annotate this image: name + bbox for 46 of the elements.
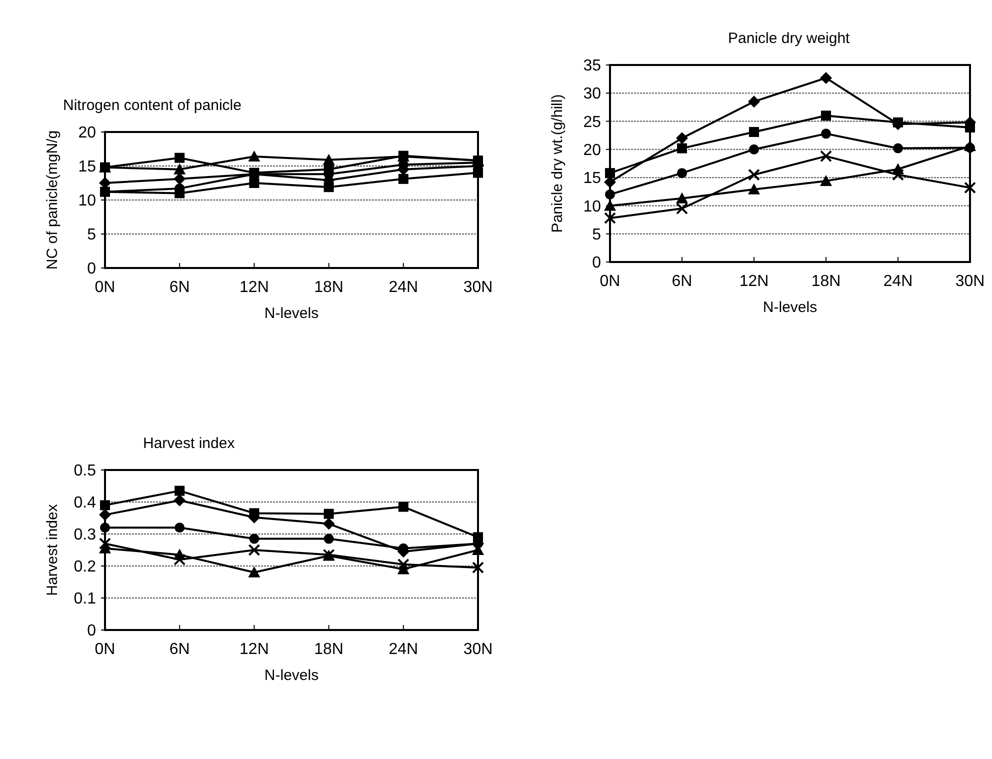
y-tick-label: 35 [583,58,602,75]
y-tick-label: 5 [592,226,602,244]
y-tick-label: 0.4 [74,494,96,512]
y-tick-label: 10 [583,198,602,216]
x-axis-title: N-levels [762,299,818,316]
y-tick-label: 0.1 [74,590,96,608]
x-tick-label: 0N [600,273,620,290]
y-tick-label: 5 [87,226,96,244]
y-tick-label: 0.2 [74,558,96,576]
x-tick-label: 12N [240,641,269,658]
x-tick-label: 6N [672,273,692,290]
x-tick-label: 24N [883,273,913,290]
x-tick-label: 30N [463,279,493,296]
y-axis-title: Harvest index [44,504,61,596]
y-tick-label: 0.3 [74,526,96,544]
x-tick-label: 12N [240,279,269,296]
x-tick-label: 30N [463,641,493,658]
y-tick-label: 20 [583,142,602,160]
y-tick-label: 20 [78,124,96,142]
y-tick-label: 10 [78,192,96,210]
x-tick-label: 18N [811,273,841,290]
x-tick-label: 30N [955,273,985,290]
chart-title: Harvest index [143,435,236,452]
x-tick-label: 6N [169,641,190,658]
x-tick-label: 0N [94,641,116,658]
y-tick-label: 0.5 [74,462,96,480]
x-axis-title: N-levels [264,305,319,322]
x-tick-label: 18N [314,279,344,296]
x-tick-label: 24N [388,641,418,658]
y-axis-title: NC of panicle(mgN/g [44,130,61,270]
x-tick-label: 12N [739,273,769,290]
y-tick-label: 0 [87,260,96,278]
x-tick-label: 6N [169,279,190,296]
chart-title: Nitrogen content of panicle [63,97,242,114]
y-tick-label: 30 [583,86,602,103]
x-tick-label: 18N [314,641,344,658]
x-axis-title: N-levels [264,667,319,684]
y-tick-label: 25 [583,114,602,131]
y-tick-label: 15 [583,170,602,188]
y-tick-label: 0 [87,622,96,640]
x-tick-label: 24N [388,279,418,296]
x-tick-label: 0N [94,279,116,296]
chart-title: Panicle dry weight [728,30,851,47]
y-tick-label: 15 [78,158,96,176]
y-axis-title: Panicle dry wt.(g/hill) [549,94,566,233]
y-tick-label: 0 [592,254,602,272]
